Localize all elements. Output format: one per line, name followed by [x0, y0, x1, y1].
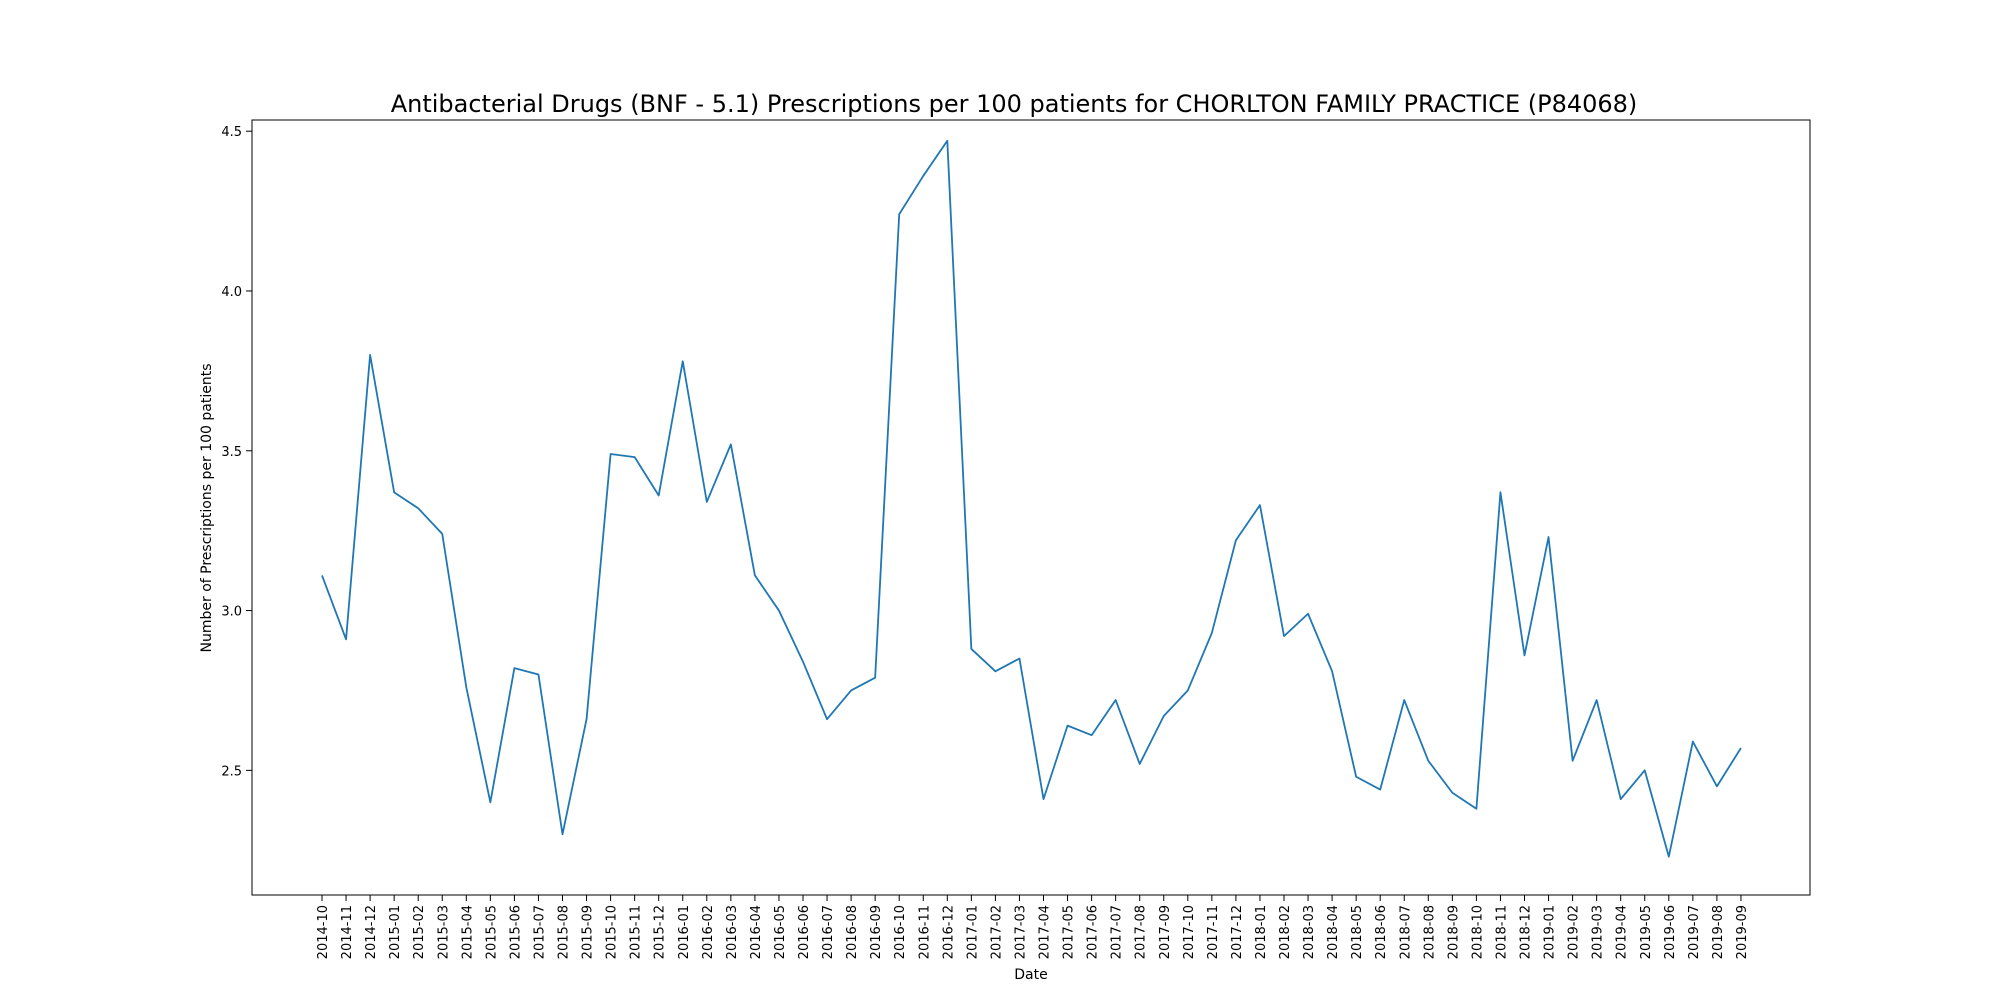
x-tick-label: 2016-04 — [749, 905, 764, 959]
x-tick-label: 2019-09 — [1735, 905, 1750, 959]
x-tick-label: 2018-06 — [1374, 905, 1389, 959]
x-tick-label: 2017-01 — [965, 905, 980, 959]
x-tick-label: 2017-07 — [1110, 905, 1125, 959]
x-tick-label: 2014-11 — [340, 905, 355, 959]
x-tick-label: 2019-06 — [1663, 905, 1678, 959]
x-tick-label: 2017-06 — [1086, 905, 1101, 959]
x-tick-label: 2019-05 — [1639, 905, 1654, 959]
series-line — [321, 139, 1742, 858]
ticks-layer: 2.5 3.0 3.5 4.0 4.5 2014-10 2014-11 2014-12 2015… — [221, 125, 1750, 959]
x-tick-label: 2017-11 — [1206, 905, 1221, 959]
x-tick-label: 2016-02 — [701, 905, 716, 959]
x-tick-label: 2019-07 — [1687, 905, 1702, 959]
x-tick-label: 2019-08 — [1711, 905, 1726, 959]
x-tick-label: 2016-01 — [677, 905, 692, 959]
x-tick-label: 2018-11 — [1494, 905, 1509, 959]
x-tick-label: 2014-10 — [316, 905, 331, 959]
x-tick-label: 2018-05 — [1350, 905, 1365, 959]
x-tick-label: 2015-09 — [581, 905, 596, 959]
x-tick-label: 2018-03 — [1302, 905, 1317, 959]
x-tick-label: 2015-05 — [484, 905, 499, 959]
x-tick-label: 2018-08 — [1422, 905, 1437, 959]
x-tick-label: 2015-11 — [629, 905, 644, 959]
x-tick-label: 2015-07 — [532, 905, 547, 959]
x-tick-label: 2015-04 — [460, 905, 475, 959]
x-tick-label: 2016-06 — [797, 905, 812, 959]
x-tick-label: 2018-10 — [1470, 905, 1485, 959]
chart-title: Antibacterial Drugs (BNF - 5.1) Prescrip… — [391, 90, 1638, 118]
x-tick-label: 2018-02 — [1278, 905, 1293, 959]
x-tick-label: 2017-10 — [1182, 905, 1197, 959]
x-tick-label: 2016-11 — [917, 905, 932, 959]
x-tick-label: 2016-05 — [773, 905, 788, 959]
x-tick-label: 2016-10 — [893, 905, 908, 959]
x-tick-label: 2015-10 — [605, 905, 620, 959]
x-tick-label: 2018-01 — [1254, 905, 1269, 959]
x-tick-label: 2018-04 — [1326, 905, 1341, 959]
y-tick-label: 3.5 — [221, 445, 242, 460]
x-tick-label: 2017-05 — [1062, 905, 1077, 959]
x-tick-label: 2015-02 — [412, 905, 427, 959]
y-tick-label: 4.0 — [221, 285, 242, 300]
x-tick-label: 2016-09 — [869, 905, 884, 959]
x-tick-label: 2019-04 — [1615, 905, 1630, 959]
x-tick-label: 2016-08 — [845, 905, 860, 959]
x-tick-label: 2017-04 — [1038, 905, 1053, 959]
x-tick-label: 2018-09 — [1446, 905, 1461, 959]
x-tick-label: 2017-09 — [1158, 905, 1173, 959]
x-axis-label: Date — [1014, 967, 1047, 983]
x-tick-label: 2015-01 — [388, 905, 403, 959]
x-tick-label: 2017-12 — [1230, 905, 1245, 959]
x-tick-label: 2014-12 — [364, 905, 379, 959]
x-tick-label: 2015-08 — [557, 905, 572, 959]
x-tick-label: 2015-12 — [653, 905, 668, 959]
y-axis-label: Number of Prescriptions per 100 patients — [199, 364, 215, 653]
x-tick-label: 2016-07 — [821, 905, 836, 959]
x-tick-label: 2019-03 — [1591, 905, 1606, 959]
x-tick-label: 2019-02 — [1567, 905, 1582, 959]
y-tick-label: 2.5 — [221, 764, 242, 779]
x-tick-label: 2017-03 — [1013, 905, 1028, 959]
x-tick-label: 2018-12 — [1519, 905, 1534, 959]
y-tick-label: 3.0 — [221, 605, 242, 620]
x-tick-label: 2017-02 — [989, 905, 1004, 959]
x-tick-label: 2016-12 — [941, 905, 956, 959]
y-tick-label: 4.5 — [221, 125, 242, 140]
x-tick-label: 2016-03 — [725, 905, 740, 959]
x-tick-label: 2017-08 — [1134, 905, 1149, 959]
plot-area — [251, 119, 1811, 896]
x-tick-label: 2018-07 — [1398, 905, 1413, 959]
x-tick-label: 2015-06 — [508, 905, 523, 959]
x-tick-label: 2019-01 — [1543, 905, 1558, 959]
x-tick-label: 2015-03 — [436, 905, 451, 959]
